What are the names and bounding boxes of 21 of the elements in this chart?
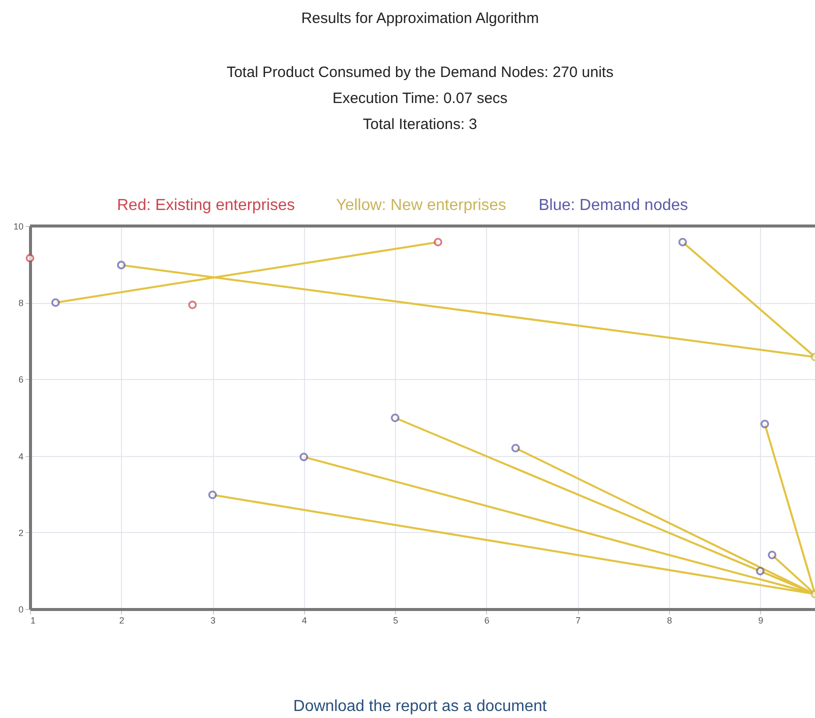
y-tick-label: 10 bbox=[13, 222, 24, 232]
x-tick-label: 3 bbox=[210, 616, 216, 626]
x-tick-label: 6 bbox=[484, 616, 490, 626]
x-tick-label: 5 bbox=[393, 616, 398, 626]
x-tick-label: 8 bbox=[666, 616, 672, 626]
x-tick-label: 4 bbox=[302, 616, 307, 626]
y-tick-label: 0 bbox=[18, 604, 24, 614]
text: Yellow: New enterprises bbox=[336, 197, 506, 214]
x-tick-label: 9 bbox=[758, 616, 764, 626]
series-label: Blue: Demand nodes bbox=[538, 197, 688, 214]
x-tick-label: 7 bbox=[576, 616, 581, 626]
y-tick-label: 2 bbox=[18, 528, 24, 538]
y-tick-label: 4 bbox=[18, 451, 24, 462]
text: Download the report as a document bbox=[293, 698, 548, 715]
text: Red: Existing enterprises bbox=[117, 197, 295, 214]
x-tick-label: 2 bbox=[119, 616, 124, 626]
y-tick-label: 8 bbox=[18, 298, 24, 308]
chart-title: Results for Approximation Algorithm bbox=[301, 10, 539, 27]
chart-subtitle: Total Product Consumed by the Demand Nodes: 270 units Execution Time: 0.07 secs Total Iterations: 3 bbox=[226, 64, 614, 133]
y-tick-label: 6 bbox=[18, 374, 24, 385]
x-tick-label: 1 bbox=[30, 616, 36, 626]
